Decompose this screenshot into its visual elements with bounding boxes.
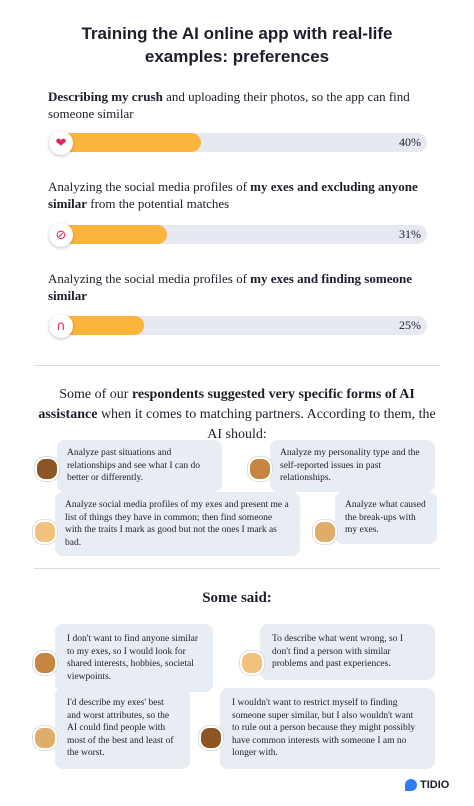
value-label: 31% <box>399 227 421 241</box>
avatar <box>33 651 57 675</box>
avatar <box>35 457 59 481</box>
avatar <box>248 457 272 481</box>
value-label: 40% <box>399 135 421 149</box>
category-label: Describing my crush and uploading their … <box>48 88 438 122</box>
bar <box>50 225 167 244</box>
avatar <box>313 520 337 544</box>
text-segment: Analyzing the social media profiles of <box>48 271 251 286</box>
bar-track <box>50 316 427 335</box>
bar-icon: ⊘ <box>49 223 73 247</box>
text-segment: from the potential matches <box>87 196 230 211</box>
suggestion-bubble: Analyze past situations and relationship… <box>57 440 222 492</box>
text-segment: my exes and excluding anyone similar <box>48 179 418 211</box>
avatar <box>199 726 223 750</box>
bar-icon: ❤ <box>49 131 73 155</box>
bar <box>50 316 145 335</box>
quote-bubble: I'd describe my exes' best and worst att… <box>55 688 190 769</box>
quote-bubble: I wouldn't want to restrict myself to fi… <box>220 688 435 769</box>
suggestion-bubble: Analyze social media profiles of my exes… <box>55 492 300 556</box>
bar-icon: ∩ <box>49 314 73 338</box>
divider <box>34 365 440 366</box>
value-label: 25% <box>399 318 421 332</box>
brand-logo <box>405 779 417 791</box>
text-segment: and uploading their photos, so the app c… <box>48 89 410 121</box>
text-segment: when it comes to matching partners. Acco… <box>97 407 436 442</box>
avatar <box>240 651 264 675</box>
divider <box>34 568 440 569</box>
text-segment: Describing my crush <box>48 89 163 104</box>
avatar <box>33 726 57 750</box>
brand: TIDIO <box>420 779 450 791</box>
bar <box>50 133 201 152</box>
category-label: Analyzing the social media profiles of m… <box>48 178 438 212</box>
category-label: Analyzing the social media profiles of m… <box>48 270 438 304</box>
quotes-heading: Some said: <box>202 590 272 606</box>
avatar <box>33 520 57 544</box>
suggestion-bubble: Analyze what caused the break-ups with m… <box>335 492 437 544</box>
quote-bubble: To describe what went wrong, so I don't … <box>260 624 435 680</box>
text-segment: my exes and finding someone similar <box>48 271 412 303</box>
text-segment: Some of our <box>59 387 132 402</box>
quote-bubble: I don't want to find anyone similar to m… <box>55 624 213 692</box>
text-segment: Analyzing the social media profiles of <box>48 179 251 194</box>
text-segment: respondents suggested very specific form… <box>38 387 415 422</box>
title: Training the AI online app with real-lif… <box>81 24 393 66</box>
intro-text: Some of our respondents suggested very s… <box>34 385 440 445</box>
suggestion-bubble: Analyze my personality type and the self… <box>270 440 435 492</box>
